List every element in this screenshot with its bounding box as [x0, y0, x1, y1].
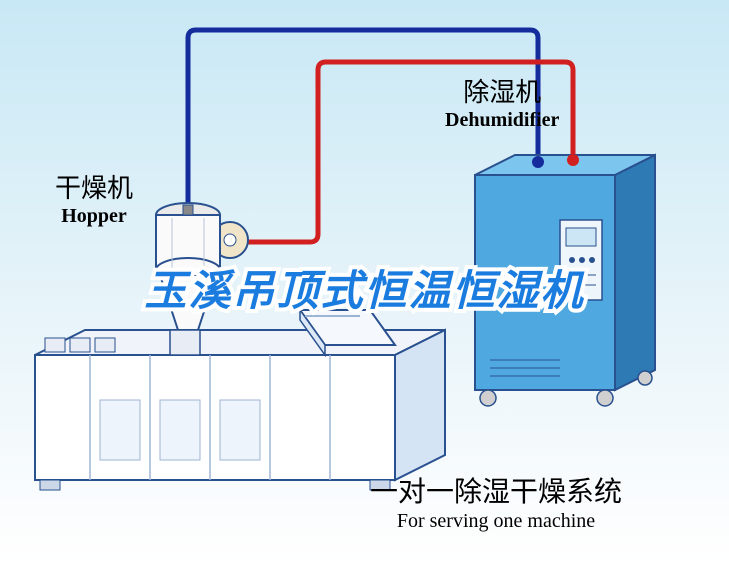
system-label-en: For serving one machine	[370, 510, 622, 533]
diagram-canvas: 干燥机 Hopper 除湿机 Dehumidifier 一对一除湿干燥系统 Fo…	[0, 0, 729, 561]
extruder-machine	[35, 310, 445, 490]
hopper-label-en: Hopper	[55, 205, 133, 228]
hopper-label: 干燥机 Hopper	[55, 168, 133, 228]
overlay-title: 玉溪吊顶式恒温恒湿机 玉溪吊顶式恒温恒湿机	[144, 257, 584, 318]
hopper-label-cn: 干燥机	[55, 168, 133, 205]
dehumidifier-label-en: Dehumidifier	[445, 109, 559, 132]
overlay-title-fill: 玉溪吊顶式恒温恒湿机	[144, 257, 584, 318]
system-label-cn: 一对一除湿干燥系统	[370, 470, 622, 510]
dehumidifier-label-cn: 除湿机	[445, 72, 559, 109]
system-label: 一对一除湿干燥系统 For serving one machine	[370, 470, 622, 533]
dehumidifier-label: 除湿机 Dehumidifier	[445, 72, 559, 132]
